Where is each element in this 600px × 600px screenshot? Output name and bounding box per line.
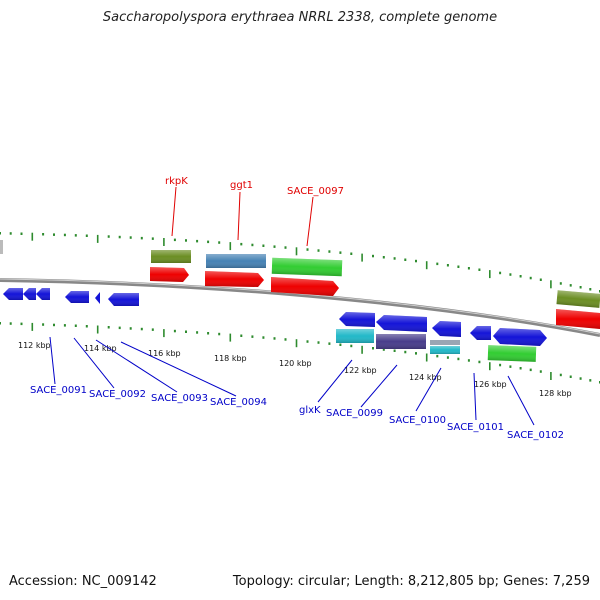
gene-label-SACE_0094[interactable]: SACE_0094	[210, 397, 267, 408]
feature-edge-gray	[0, 240, 3, 254]
map-title: Saccharopolyspora erythraea NRRL 2338, c…	[102, 10, 498, 25]
scale-label: 118 kbp	[214, 354, 247, 363]
gene-label-rkpK[interactable]: rkpK	[165, 176, 188, 187]
tick-row-top	[0, 232, 600, 293]
scale-label: 124 kbp	[409, 373, 442, 382]
scale-label: 116 kbp	[148, 349, 181, 358]
scale-label: 126 kbp	[474, 380, 507, 389]
gene-label-SACE_0091[interactable]: SACE_0091	[30, 385, 87, 396]
top-gene-labels: rkpK ggt1 SACE_0097	[165, 176, 344, 247]
scale-label: 114 kbp	[84, 344, 117, 353]
scale-labels: 112 kbp 114 kbp 116 kbp 118 kbp 120 kbp …	[18, 341, 572, 398]
accession-text: Accession: NC_009142	[9, 574, 157, 589]
gene-label-ggt1[interactable]: ggt1	[230, 180, 253, 191]
topology-text: Topology: circular; Length: 8,212,805 bp…	[232, 574, 590, 589]
bottom-features-left	[3, 288, 139, 306]
gene-label-SACE_0099[interactable]: SACE_0099	[326, 408, 383, 419]
scale-label: 112 kbp	[18, 341, 51, 350]
genome-backbone	[0, 278, 600, 337]
scale-label: 122 kbp	[344, 366, 377, 375]
gene-label-SACE_0100[interactable]: SACE_0100	[389, 415, 446, 426]
top-features	[150, 250, 600, 329]
gene-label-SACE_0102[interactable]: SACE_0102	[507, 430, 564, 441]
gene-label-SACE_0101[interactable]: SACE_0101	[447, 422, 504, 433]
tick-row-bottom	[0, 322, 600, 384]
gene-label-SACE_0097[interactable]: SACE_0097	[287, 186, 344, 197]
gene-label-SACE_0092[interactable]: SACE_0092	[89, 389, 146, 400]
gene-label-SACE_0093[interactable]: SACE_0093	[151, 393, 208, 404]
feature-SACE_0093b[interactable]	[95, 292, 100, 304]
scale-label: 128 kbp	[539, 389, 572, 398]
feature-SACE_0100-gray[interactable]	[430, 340, 460, 345]
gene-label-glxK[interactable]: glxK	[299, 405, 321, 416]
bottom-gene-labels: SACE_0091 SACE_0092 SACE_0093 SACE_0094 …	[30, 336, 564, 441]
bottom-features-right	[336, 312, 547, 362]
scale-label: 120 kbp	[279, 359, 312, 368]
genome-backbone-highlight	[0, 278, 600, 335]
